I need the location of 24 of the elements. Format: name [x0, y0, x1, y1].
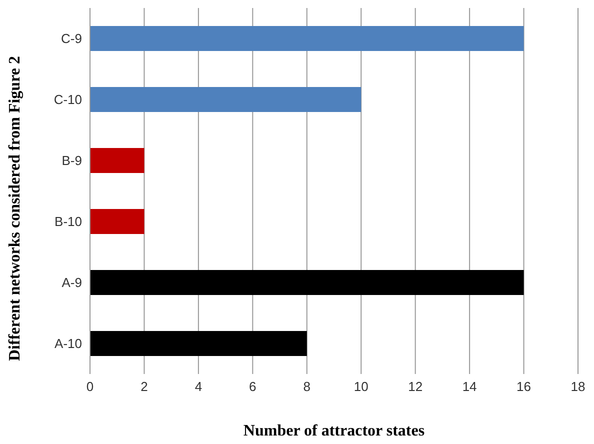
y-axis-title: Different networks considered from Figure 2: [6, 56, 24, 361]
x-tick-label: 10: [354, 379, 368, 394]
x-tick-label: 18: [570, 379, 586, 394]
x-axis-title: Number of attractor states: [243, 422, 425, 440]
x-tick-label: 14: [462, 379, 477, 394]
y-tick-label: B-10: [54, 214, 82, 230]
bar: [90, 209, 144, 234]
y-tick-label: A-10: [54, 336, 82, 352]
x-tick-label: 16: [516, 379, 532, 394]
x-tick-label: 12: [408, 379, 423, 394]
y-tick-label: A-9: [62, 275, 82, 290]
y-tick-label: C-9: [61, 31, 82, 46]
x-tick-label: 6: [249, 379, 256, 394]
x-tick-label: 0: [86, 379, 94, 394]
bar: [90, 148, 144, 173]
y-tick-label: C-10: [54, 92, 82, 108]
x-tick-label: 8: [303, 379, 311, 394]
y-tick-label: B-9: [62, 153, 82, 168]
bar: [90, 87, 362, 112]
x-tick-label: 4: [194, 379, 202, 394]
bar: [90, 270, 524, 295]
bar: [90, 26, 524, 51]
x-tick-label: 2: [140, 379, 148, 394]
bar: [90, 331, 307, 356]
